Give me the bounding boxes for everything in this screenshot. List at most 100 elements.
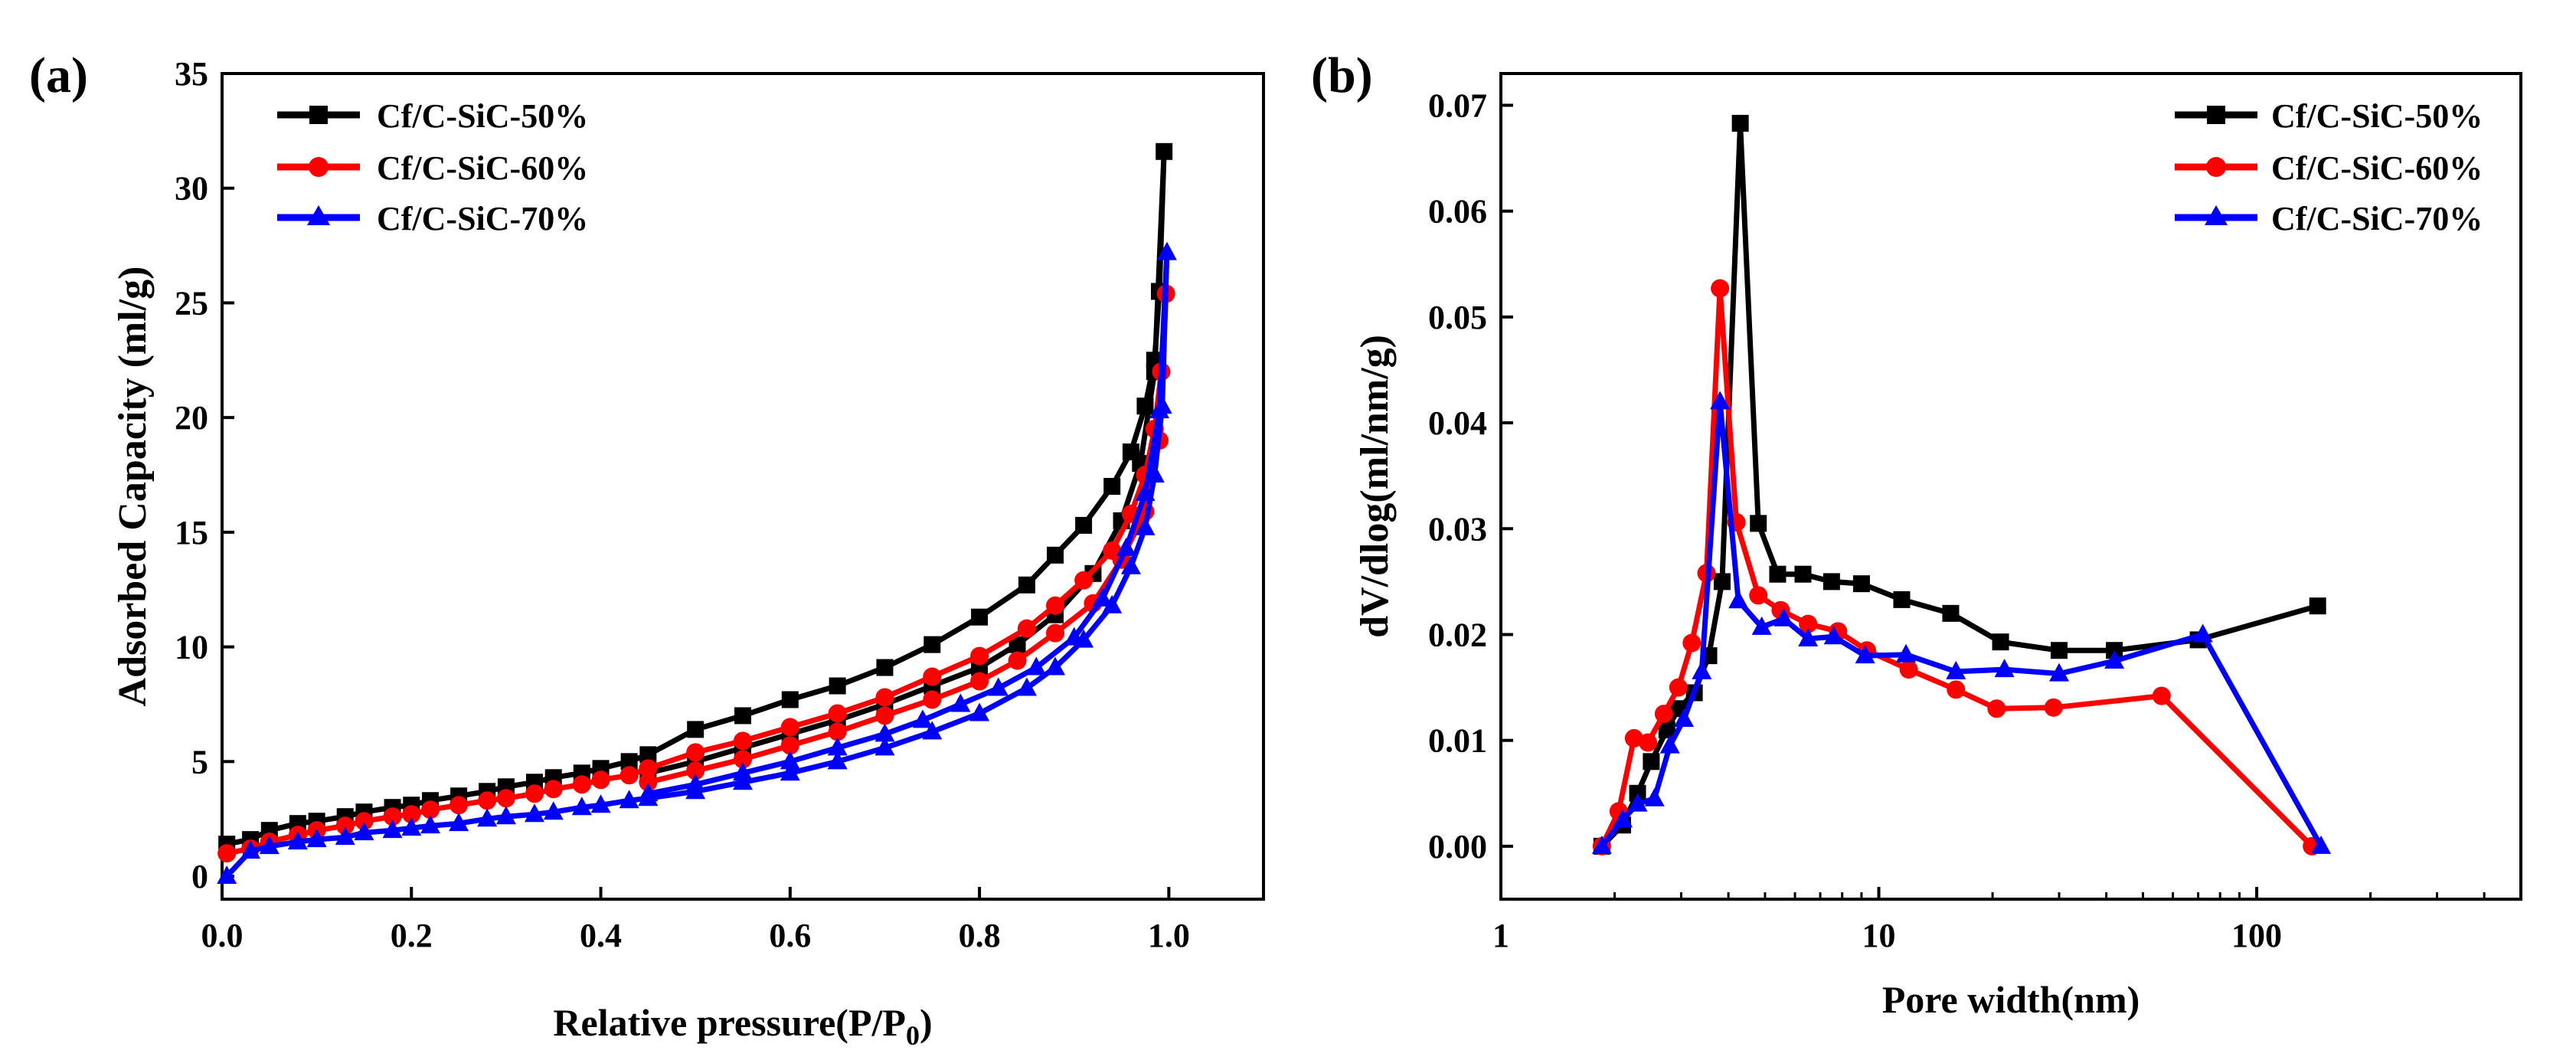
panel-a-legend-entry-50: Cf/C-SiC-50% [277,97,588,135]
panel-a-series [217,142,1177,885]
panel-a-data-point [923,690,942,709]
panel-a-y-tick-label: 10 [175,629,208,666]
panel-b-series [1591,114,2332,856]
panel-b-x-axis-label: Pore width(nm) [1882,978,2140,1021]
panel-b-data-point [1731,114,1749,132]
panel-b-data-point [1992,633,2009,651]
panel-a-data-point [923,667,942,686]
panel-a-data-point [828,704,847,723]
panel-b-data-point [2104,650,2125,669]
panel-b-data-point [1773,607,1794,627]
panel-a-data-point [335,826,355,846]
panel-a-data-point [780,736,799,755]
panel-b-x-tick-label: 10 [1862,917,1896,954]
panel-b-data-point [2311,835,2332,854]
panel-a-data-point [571,797,592,816]
panel-a-data-point [1092,587,1113,607]
panel-a-axis-ticks: 0.0 0.2 0.4 0.6 0.8 1.0 0 5 10 15 20 25 30 35 [175,55,1190,954]
panel-b-data-point [1947,680,1966,699]
panel-b-data-point [1710,391,1731,410]
panel-b-data-point [1946,660,1966,679]
panel-a-data-point [1135,482,1156,501]
panel-b-legend-entry-70: Cf/C-SiC-70% [2175,200,2483,237]
panel-a-data-point [402,805,421,824]
panel-b-data-point [1994,659,2015,678]
panel-a-data-point [355,812,374,831]
panel-a-data-point [1047,546,1064,564]
panel-a-data-point [638,783,659,802]
panel-a-data-point [544,780,563,799]
panel-a-data-point [1026,656,1047,676]
panel-a-y-tick-label: 0 [191,858,208,895]
panel-a-data-point [449,813,469,832]
panel-a-x-tick-label: 0.2 [391,917,433,954]
panel-a-data-point [619,790,639,809]
panel-a-data-point [1144,464,1165,483]
panel-a-data-point [478,791,497,810]
panel-a-data-point [259,836,280,855]
panel-b-data-point [1750,515,1767,532]
panel-b-data-point [1855,645,1875,664]
panel-a-y-tick-label: 35 [175,55,208,93]
panel-a-data-point [287,831,308,850]
panel-b-data-point [1644,787,1665,806]
panel-a-data-point [686,761,705,780]
panel-b-legend-label-60: Cf/C-SiC-60% [2271,149,2483,187]
panel-b-y-tick-label: 0.07 [1428,87,1487,124]
panel-b-data-point [1658,721,1675,738]
panel-a-data-point [572,775,591,794]
panel-a-data-point [829,677,846,695]
panel-a-data-point [495,806,516,825]
panel-a-data-point [874,737,895,756]
panel-b-data-point [1639,733,1658,752]
panel-b-data-point [1711,279,1730,298]
panel-a-data-point [685,774,706,793]
panel-a-data-point [1135,516,1156,535]
panel-b-x-tick-label: 1 [1492,917,1509,954]
panel-b-data-point [1823,626,1844,645]
panel-a-y-tick-label: 30 [175,170,208,208]
panel-a-data-point [687,721,704,738]
panel-a-data-point [639,773,658,792]
panel-a-data-point [970,672,989,691]
panel-a-data-point [1149,400,1169,419]
panel-b-data-point [1893,591,1911,608]
panel-b-y-tick-label: 0.06 [1428,193,1487,231]
panel-a-data-point [828,722,847,741]
panel-a-data-point [401,817,422,836]
panel-a-series-line-1 [226,149,1167,847]
panel-a-data-point [217,844,237,863]
panel-a-legend-label-70: Cf/C-SiC-70% [377,200,588,237]
panel-b-legend: Cf/C-SiC-50% Cf/C-SiC-60% Cf/C-SiC-70% [2175,97,2483,237]
panel-a-data-point [1017,619,1036,638]
panel-a-data-point [733,762,753,781]
panel-b-data-point [2192,623,2213,643]
panel-a-data-point [1008,636,1026,653]
panel-a-data-point [1008,651,1027,670]
panel-b-data-point [1769,565,1787,583]
panel-b-data-point [1659,734,1680,754]
panel-a-data-point [1016,677,1037,696]
panel-a-y-tick-label: 20 [175,399,208,437]
panel-b-data-point [1852,575,1870,593]
panel-a-data-point [525,803,544,823]
panel-a-x-tick-label: 0.4 [580,917,622,954]
panel-b-data-point [1624,728,1643,748]
panel-a-data-point [1064,627,1084,646]
panel-b-legend-entry-50: Cf/C-SiC-50% [2175,97,2483,135]
panel-a-data-point [686,743,705,762]
panel-b-data-point [1643,753,1660,770]
panel-a-legend: Cf/C-SiC-50% Cf/C-SiC-60% Cf/C-SiC-70% [277,97,588,237]
panel-a-data-point [827,737,848,756]
panel-b-data-point [2309,597,2326,615]
panel-a-data-point [1156,241,1177,260]
panel-b-label: (b) [1311,47,1373,103]
panel-b-data-point [1899,660,1918,679]
panel-b-data-point [1713,573,1731,591]
panel-a-data-point [875,706,894,725]
panel-a-x-tick-label: 0.0 [201,917,244,954]
panel-a-data-point [477,808,498,827]
panel-a-data-point [1156,142,1173,160]
panel-b-y-tick-label: 0.04 [1428,404,1487,442]
